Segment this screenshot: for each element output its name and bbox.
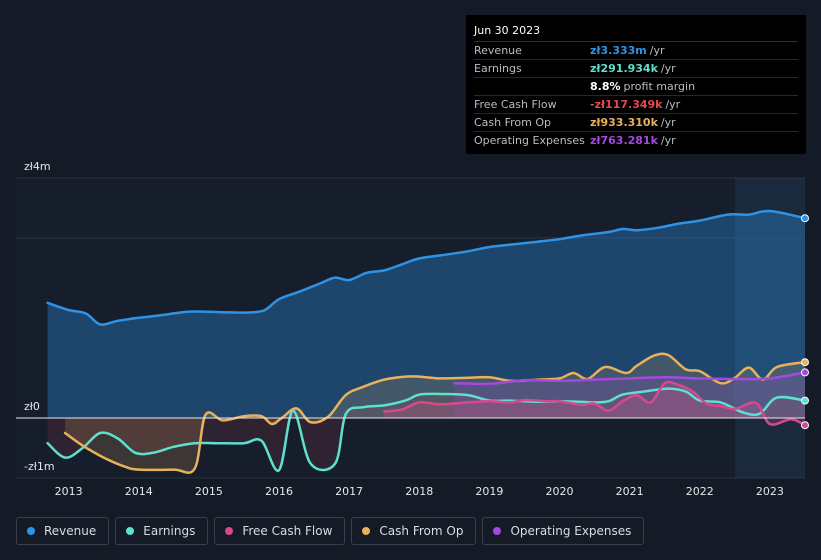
- forecast-band: [734, 178, 805, 478]
- tooltip-row-value: zł291.934k: [590, 62, 658, 75]
- tooltip-row-value: -zł117.349k: [590, 98, 663, 111]
- revenue-end-marker: [801, 214, 809, 223]
- tooltip-row-label: Earnings: [474, 62, 522, 75]
- revenue-area: [47, 210, 806, 418]
- legend-label: Operating Expenses: [510, 524, 632, 538]
- tooltip-row-unit: /yr: [665, 98, 681, 111]
- revenue-line: [46, 209, 807, 326]
- tooltip-row-value: zł763.281k: [590, 134, 658, 147]
- operating-expenses-line: [453, 371, 807, 386]
- legend-item-free-cash-flow[interactable]: Free Cash Flow: [214, 517, 346, 545]
- x-tick-label: 2018: [405, 485, 433, 498]
- legend-label: Cash From Op: [379, 524, 464, 538]
- legend-item-earnings[interactable]: Earnings: [115, 517, 209, 545]
- tooltip-row: Operating Expenses zł763.281k/yr: [474, 132, 798, 149]
- tooltip-row-label: Operating Expenses: [474, 134, 585, 147]
- legend-dot-icon: [126, 527, 135, 535]
- tooltip-row-unit: profit margin: [623, 80, 696, 93]
- legend-dot-icon: [493, 527, 502, 535]
- legend-label: Revenue: [44, 524, 97, 538]
- tooltip-row-label: Free Cash Flow: [474, 98, 557, 111]
- legend-label: Free Cash Flow: [242, 524, 333, 538]
- x-tick-label: 2016: [265, 485, 293, 498]
- tooltip-row: Earnings zł291.934k/yr: [474, 60, 798, 78]
- y-axis-label-2: -zł1m: [24, 460, 55, 473]
- tooltip-date: Jun 30 2023: [474, 24, 798, 42]
- x-tick-label: 2019: [475, 485, 503, 498]
- tooltip-row: Free Cash Flow -zł117.349k/yr: [474, 96, 798, 114]
- plot-background: [16, 178, 805, 478]
- x-tick-label: 2023: [756, 485, 784, 498]
- x-tick-label: 2020: [546, 485, 574, 498]
- tooltip-row-value: zł933.310k: [590, 116, 658, 129]
- tooltip-row-value: 8.8%: [590, 80, 621, 93]
- x-tick-label: 2015: [195, 485, 223, 498]
- tooltip-row-label: Revenue: [474, 44, 522, 57]
- tooltip-row: Revenue zł3.333m/yr: [474, 42, 798, 60]
- tooltip-row-value: zł3.333m: [590, 44, 647, 57]
- legend-item-revenue[interactable]: Revenue: [16, 517, 110, 545]
- earnings-area: [47, 388, 806, 471]
- legend-item-cash-from-op[interactable]: Cash From Op: [351, 517, 477, 545]
- x-tick-label: 2017: [335, 485, 363, 498]
- legend-dot-icon: [225, 527, 234, 535]
- legend-item-operating-expenses[interactable]: Operating Expenses: [482, 517, 645, 545]
- legend-label: Earnings: [143, 524, 196, 538]
- x-tick-label: 2022: [686, 485, 714, 498]
- legend-dot-icon: [27, 527, 35, 535]
- tooltip-row: Cash From Op zł933.310k/yr: [474, 114, 798, 132]
- cash-from-op-end-marker: [801, 358, 809, 367]
- tooltip-row-unit: /yr: [660, 134, 676, 147]
- legend: Revenue Earnings Free Cash Flow Cash From O…: [16, 517, 645, 545]
- tooltip-row-unit: /yr: [660, 62, 676, 75]
- free-cash-flow-line: [382, 380, 807, 427]
- x-tick-label: 2021: [616, 485, 644, 498]
- free-cash-flow-end-marker: [801, 421, 809, 430]
- tooltip-row: 8.8% profit margin: [474, 78, 798, 96]
- operating-expenses-end-marker: [801, 368, 809, 377]
- y-axis-label-1: zł0: [24, 400, 40, 413]
- y-axis-label-0: zł4m: [24, 160, 51, 173]
- tooltip-row-label: Cash From Op: [474, 116, 552, 129]
- x-tick-label: 2013: [55, 485, 83, 498]
- cash-from-op-area: [65, 353, 806, 473]
- earnings-line: [46, 387, 807, 472]
- tooltip-row-unit: /yr: [660, 116, 676, 129]
- legend-dot-icon: [362, 527, 371, 535]
- tooltip-row-unit: /yr: [649, 44, 665, 57]
- earnings-end-marker: [801, 396, 809, 405]
- x-tick-label: 2014: [125, 485, 153, 498]
- tooltip-panel: Jun 30 2023 Revenue zł3.333m/yr Earnings zł…: [466, 15, 806, 154]
